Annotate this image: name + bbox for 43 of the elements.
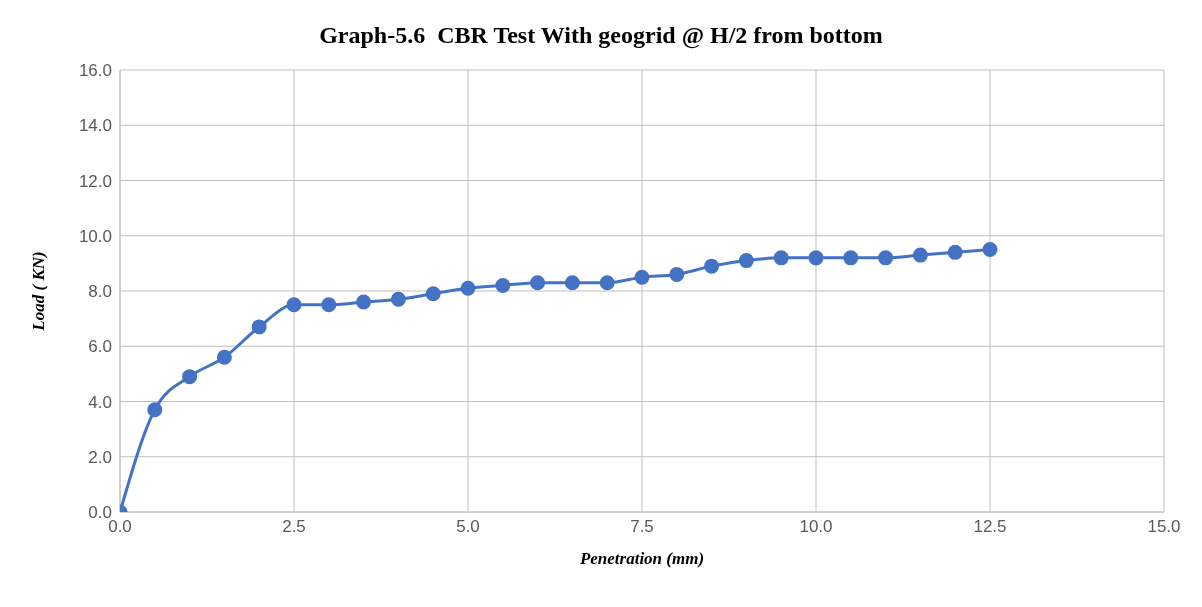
point bbox=[182, 369, 198, 385]
point bbox=[912, 247, 928, 263]
x-tick-label: 2.5 bbox=[282, 517, 306, 537]
x-tick-label: 10.0 bbox=[799, 517, 833, 537]
point bbox=[738, 253, 754, 269]
point bbox=[495, 277, 511, 293]
x-tick-label: 12.5 bbox=[973, 517, 1007, 537]
point bbox=[982, 242, 998, 258]
y-axis-title: Load ( KN) bbox=[29, 251, 49, 332]
y-tick-label: 8.0 bbox=[88, 282, 112, 302]
y-tick-label: 14.0 bbox=[78, 116, 112, 136]
point bbox=[356, 294, 372, 310]
point bbox=[704, 258, 720, 274]
point bbox=[843, 250, 859, 266]
point bbox=[808, 250, 824, 266]
point bbox=[390, 291, 406, 307]
point bbox=[530, 275, 546, 291]
y-tick-label: 4.0 bbox=[88, 392, 112, 412]
point bbox=[216, 349, 232, 365]
y-tick-label: 16.0 bbox=[78, 61, 112, 81]
point bbox=[599, 275, 615, 291]
x-tick-label: 7.5 bbox=[630, 517, 654, 537]
point bbox=[147, 402, 163, 418]
point bbox=[251, 319, 267, 335]
point bbox=[460, 280, 476, 296]
point bbox=[634, 269, 650, 285]
point bbox=[773, 250, 789, 266]
point bbox=[564, 275, 580, 291]
chart-title: Graph-5.6 CBR Test With geogrid @ H/2 from bottom bbox=[318, 22, 884, 51]
point bbox=[321, 297, 337, 313]
y-tick-label: 6.0 bbox=[88, 337, 112, 357]
y-tick-label: 12.0 bbox=[78, 171, 112, 191]
y-tick-label: 2.0 bbox=[88, 447, 112, 467]
point bbox=[878, 250, 894, 266]
x-axis-title: Penetration (mm) bbox=[578, 549, 705, 568]
point bbox=[947, 244, 963, 260]
y-tick-label: 10.0 bbox=[78, 226, 112, 246]
point bbox=[425, 286, 441, 302]
x-tick-label: 5.0 bbox=[456, 517, 480, 537]
x-tick-label: 15.0 bbox=[1147, 517, 1181, 537]
point bbox=[286, 297, 302, 313]
x-tick-label: 0.0 bbox=[108, 517, 132, 537]
point bbox=[669, 266, 685, 282]
